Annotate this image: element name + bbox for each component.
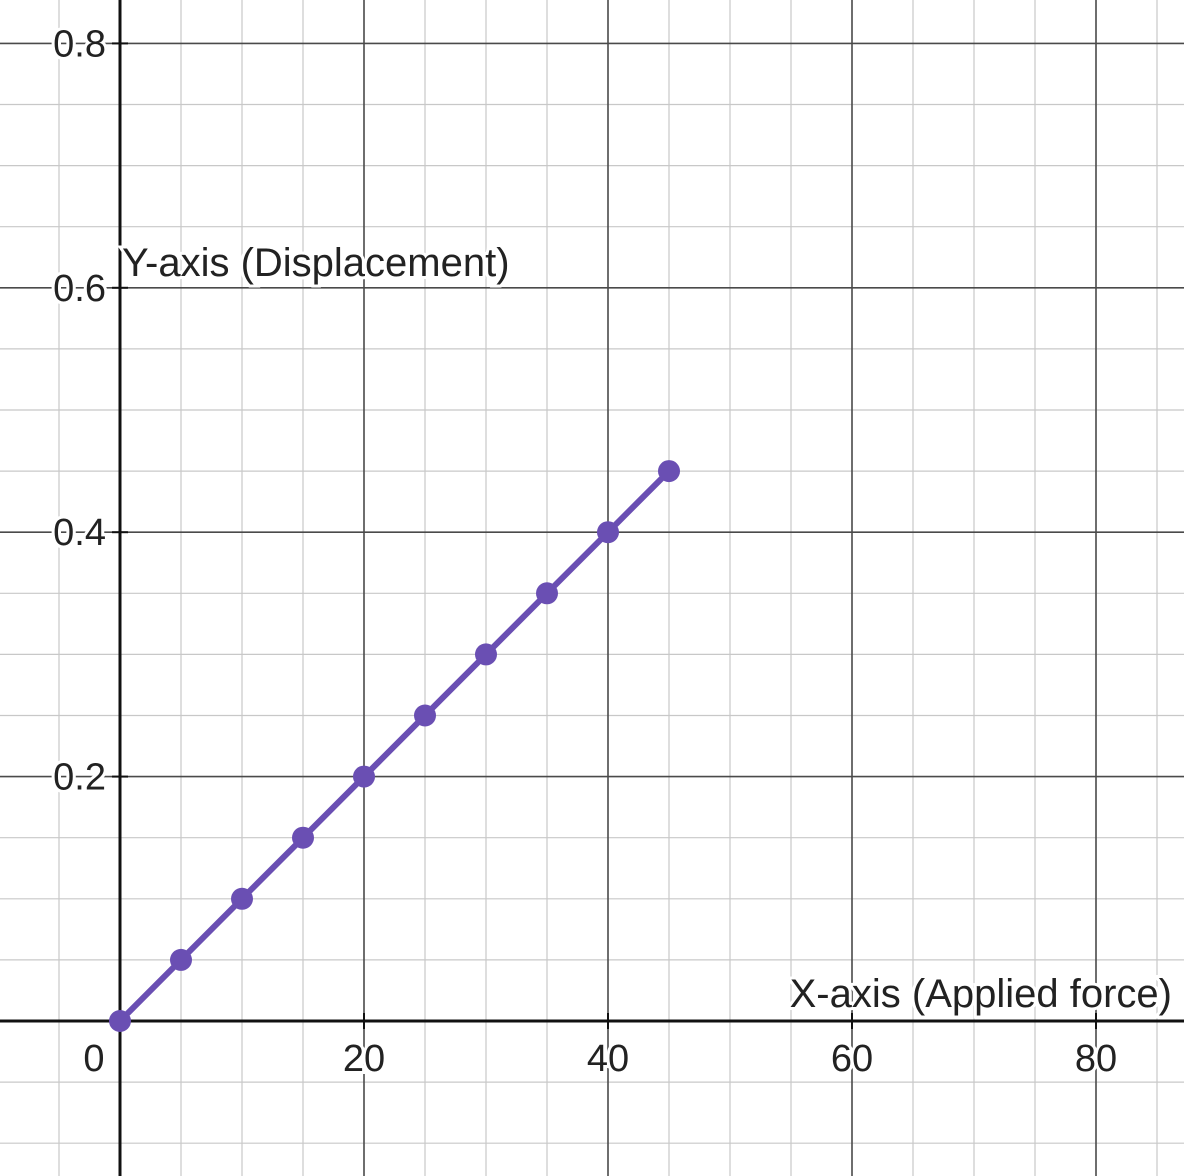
data-point <box>475 643 497 666</box>
data-point <box>109 1010 131 1032</box>
x-tick-label: 0 <box>83 1038 104 1080</box>
data-point <box>597 521 619 544</box>
data-point <box>353 765 375 788</box>
y-tick-label: 0.4 <box>53 512 106 554</box>
x-tick-label: 20 <box>343 1038 385 1080</box>
y-tick-label: 0.8 <box>53 23 106 65</box>
y-axis-title: Y-axis (Displacement) <box>122 241 510 285</box>
y-tick-label: 0.6 <box>53 268 106 310</box>
series-line <box>117 468 672 1024</box>
data-point <box>231 887 253 910</box>
data-point <box>658 460 680 483</box>
data-point <box>170 948 192 971</box>
x-tick-label: 40 <box>587 1038 629 1080</box>
data-point <box>292 826 314 849</box>
series-layer <box>109 460 680 1032</box>
x-tick-label: 80 <box>1075 1038 1117 1080</box>
x-axis-title: X-axis (Applied force) <box>790 972 1172 1016</box>
data-point <box>536 582 558 605</box>
data-point <box>414 704 436 727</box>
tick-labels: 0 20 40 60 80 0.2 0.4 0.6 0.8 <box>50 20 1120 1083</box>
y-tick-label: 0.2 <box>53 757 106 799</box>
x-tick-label: 60 <box>831 1038 873 1080</box>
